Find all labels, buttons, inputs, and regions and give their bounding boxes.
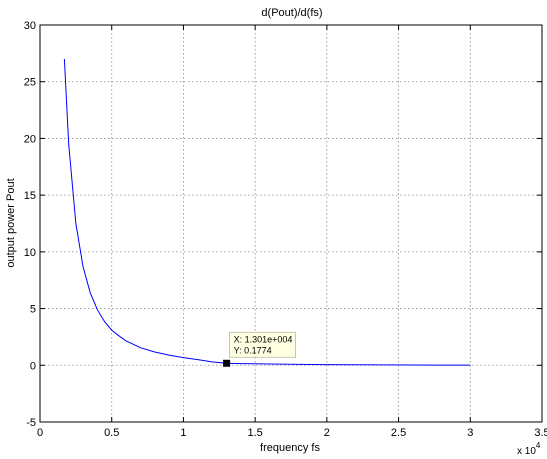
- grid-lines: [40, 25, 542, 422]
- data-tip-marker[interactable]: [223, 359, 231, 367]
- y-tick-label: 25: [24, 77, 36, 89]
- y-tick-label: 30: [24, 20, 36, 32]
- y-tick-label: 0: [30, 360, 36, 372]
- y-axis-label: output power Pout: [5, 178, 17, 267]
- x-axis-multiplier-exponent: 4: [536, 441, 541, 450]
- y-tick-label: 10: [24, 247, 36, 259]
- data-tip-y-value: Y: 0.1774: [234, 345, 272, 355]
- x-tick-label: 2: [324, 427, 330, 439]
- x-tick-label: 3: [467, 427, 473, 439]
- x-tick-label: 1: [180, 427, 186, 439]
- data-tip-x-value: X: 1.301e+004: [234, 334, 293, 344]
- x-axis-label: frequency fs: [260, 442, 320, 454]
- y-tick-label: -5: [26, 417, 36, 429]
- axes-frame: [39, 24, 543, 423]
- x-axis-multiplier: x 104: [517, 441, 541, 457]
- x-tick-label: 3.5: [534, 427, 547, 439]
- x-tick-label: 0: [37, 427, 43, 439]
- data-tip-box[interactable]: [229, 331, 297, 358]
- y-tick-label: 15: [24, 190, 36, 202]
- y-tick-label: 20: [24, 133, 36, 145]
- y-tick-label: 5: [30, 304, 36, 316]
- series-line: [63, 59, 471, 366]
- x-tick-label: 0.5: [104, 427, 119, 439]
- x-tick-label: 2.5: [391, 427, 406, 439]
- chart-title: d(Pout)/d(fs): [261, 7, 322, 19]
- x-tick-label: 1.5: [247, 427, 262, 439]
- series-layer: [63, 59, 471, 366]
